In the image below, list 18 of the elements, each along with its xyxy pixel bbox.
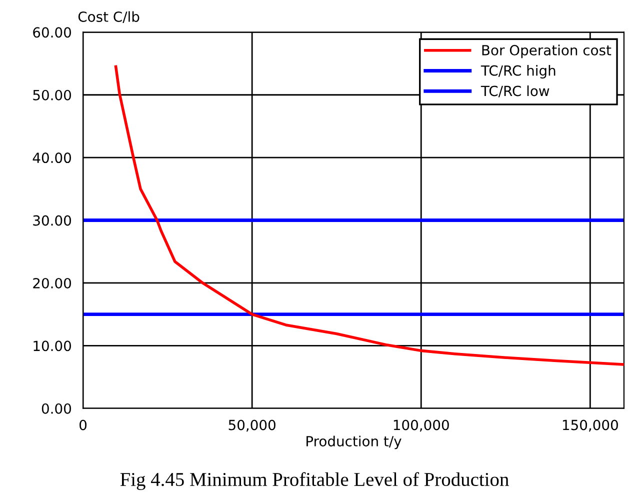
y-tick-label: 0.00 [42, 403, 71, 414]
x-axis-title: Production t/y [306, 436, 402, 450]
x-tick-label: 150,000 [562, 420, 618, 432]
x-tick-label: 0 [80, 420, 87, 430]
legend-label: TC/RC high [480, 65, 556, 79]
x-tick-label: 100,000 [394, 420, 449, 432]
x-tick-label: 50,000 [228, 420, 276, 432]
y-axis-title: Cost C/lb [78, 11, 140, 24]
legend-label: Bor Operation cost [482, 44, 612, 58]
y-tick-label: 40.00 [32, 152, 71, 164]
y-tick-label: 10.00 [34, 340, 71, 352]
y-tick-label: 50.00 [33, 90, 71, 100]
y-tick-label: 30.00 [33, 215, 71, 226]
legend-label: TC/RC low [480, 85, 550, 98]
y-tick-label: 60.00 [33, 27, 71, 38]
line-series [114, 65, 624, 366]
caption: Fig 4.45 Minimum Profitable Level of Production [120, 472, 509, 490]
y-tick-label: 20.00 [33, 278, 71, 288]
